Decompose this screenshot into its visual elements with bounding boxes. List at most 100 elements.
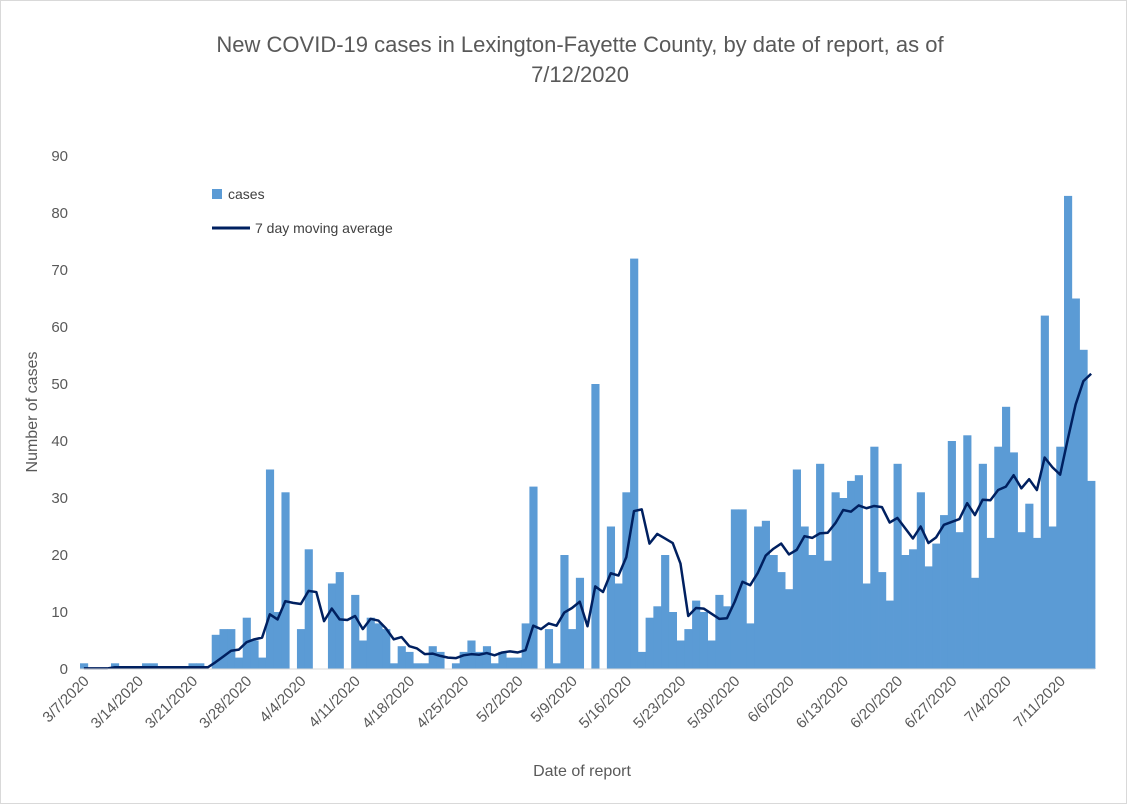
- bar: [823, 560, 832, 669]
- bar: [645, 617, 654, 669]
- x-tick-label: 4/11/2020: [305, 673, 363, 731]
- bar: [816, 463, 825, 669]
- bar: [413, 663, 422, 669]
- bar: [909, 549, 918, 669]
- bar: [994, 446, 1003, 669]
- legend-label-moving-average: 7 day moving average: [255, 220, 393, 236]
- x-tick-label: 6/13/2020: [793, 673, 852, 732]
- bar: [1002, 406, 1011, 669]
- bar: [885, 600, 894, 669]
- bar: [358, 640, 368, 669]
- bar: [389, 663, 399, 669]
- bar: [800, 526, 809, 669]
- x-tick-label: 3/7/2020: [39, 673, 92, 726]
- y-axis-title: Number of cases: [24, 352, 41, 473]
- x-tick-label: 5/30/2020: [684, 673, 743, 732]
- bar: [428, 646, 437, 669]
- y-tick-label: 70: [51, 262, 68, 279]
- cases-bars: [80, 195, 1096, 669]
- bar: [1033, 537, 1042, 669]
- bar: [327, 583, 337, 669]
- bar: [219, 629, 228, 669]
- x-tick-label: 7/4/2020: [961, 673, 1014, 726]
- y-tick-label: 0: [60, 661, 68, 678]
- bar: [366, 617, 375, 669]
- legend-label-cases: cases: [228, 186, 265, 202]
- bar: [234, 657, 244, 669]
- bar: [506, 657, 515, 669]
- y-tick-label: 80: [51, 205, 68, 222]
- bar: [893, 463, 902, 669]
- bar: [955, 532, 964, 669]
- bar: [265, 469, 275, 669]
- x-tick-label: 4/18/2020: [359, 673, 418, 732]
- bar: [544, 629, 554, 669]
- x-tick-label: 6/20/2020: [847, 673, 906, 732]
- bar: [1079, 349, 1088, 669]
- y-tick-label: 40: [51, 433, 68, 450]
- bar: [296, 629, 306, 669]
- bar: [792, 469, 801, 669]
- x-tick-label: 3/21/2020: [142, 673, 201, 732]
- bar: [1025, 503, 1034, 669]
- bar: [878, 572, 887, 669]
- y-tick-label: 60: [51, 319, 68, 336]
- bar: [1071, 298, 1080, 669]
- bar: [630, 258, 639, 669]
- chart-title-line2: 7/12/2020: [531, 62, 629, 87]
- bar: [684, 629, 693, 669]
- bar: [498, 651, 507, 669]
- bar: [901, 555, 910, 669]
- bar: [490, 663, 499, 669]
- bar: [227, 629, 236, 669]
- bar: [1009, 452, 1018, 669]
- y-tick-label: 20: [51, 547, 68, 564]
- x-axis-title: Date of report: [533, 763, 631, 780]
- x-tick-label: 5/2/2020: [473, 673, 526, 726]
- x-tick-label: 4/4/2020: [256, 673, 309, 726]
- bar: [1040, 315, 1049, 669]
- bar: [978, 463, 987, 669]
- bar: [451, 663, 461, 669]
- bar: [847, 480, 856, 669]
- x-tick-label: 3/28/2020: [196, 673, 255, 732]
- bar: [971, 577, 980, 669]
- bar: [405, 651, 414, 669]
- x-tick-label: 5/9/2020: [528, 673, 581, 726]
- bar: [1048, 526, 1057, 669]
- bar: [568, 629, 577, 669]
- bar: [668, 612, 677, 669]
- bar: [250, 640, 259, 669]
- bar: [622, 492, 631, 669]
- x-tick-label: 5/16/2020: [576, 673, 635, 732]
- bar: [637, 651, 647, 669]
- bar: [862, 583, 871, 669]
- bar: [746, 623, 755, 669]
- bar: [304, 549, 313, 669]
- bar: [653, 606, 662, 669]
- bar: [854, 475, 863, 669]
- bar: [730, 509, 739, 669]
- moving-average-line-group: [83, 372, 1092, 670]
- bar: [211, 634, 220, 669]
- bar: [1087, 480, 1096, 669]
- bar: [754, 526, 763, 669]
- bar: [692, 600, 701, 669]
- bar: [351, 594, 360, 669]
- bar: [777, 572, 786, 669]
- bar: [281, 492, 290, 669]
- bar: [397, 646, 406, 669]
- x-tick-label: 6/27/2020: [901, 673, 960, 732]
- y-tick-label: 90: [51, 148, 68, 165]
- bar: [916, 492, 925, 669]
- bar: [986, 537, 995, 669]
- bar: [831, 492, 840, 669]
- bar: [715, 594, 724, 669]
- bar: [552, 663, 561, 669]
- bar: [258, 657, 267, 669]
- bar: [940, 515, 949, 669]
- bar: [723, 606, 732, 669]
- y-tick-label: 30: [51, 490, 68, 507]
- bar: [529, 486, 538, 669]
